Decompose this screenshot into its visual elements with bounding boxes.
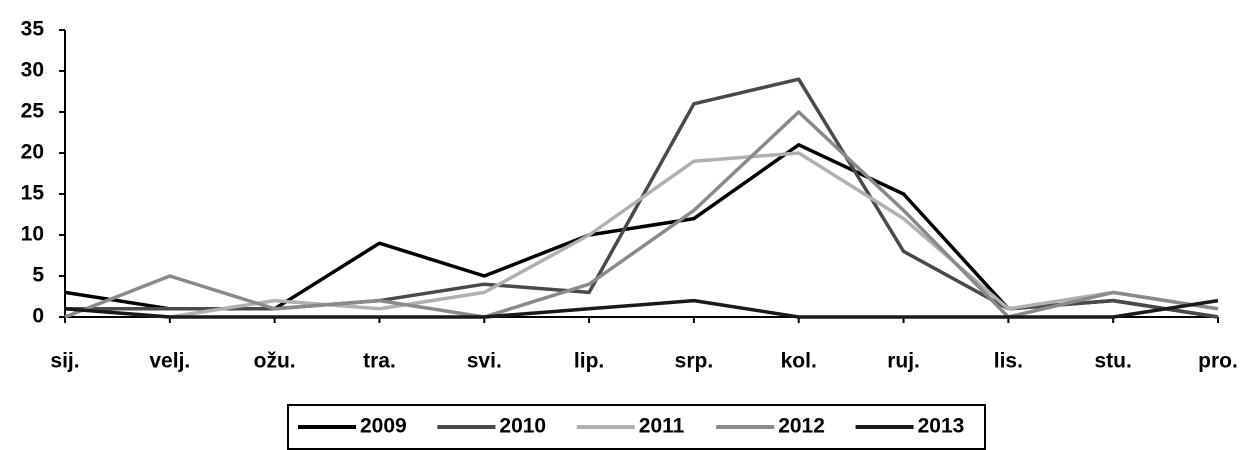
x-tick-label: lis. bbox=[994, 350, 1023, 373]
y-tick-label: 5 bbox=[32, 264, 44, 287]
x-tick-label: lip. bbox=[574, 350, 604, 373]
legend-label: 2010 bbox=[499, 415, 546, 438]
legend-label: 2011 bbox=[639, 415, 685, 438]
y-tick-label: 20 bbox=[21, 141, 44, 164]
y-tick-label: 25 bbox=[21, 100, 45, 123]
x-tick-label: stu. bbox=[1095, 350, 1132, 373]
legend-label: 2013 bbox=[918, 415, 965, 438]
x-tick-label: kol. bbox=[781, 350, 817, 373]
x-tick-label: tra. bbox=[363, 350, 396, 373]
x-tick-label: svi. bbox=[467, 350, 502, 373]
y-tick-label: 35 bbox=[21, 18, 45, 41]
x-tick-label: srp. bbox=[675, 350, 714, 373]
legend-label: 2009 bbox=[360, 415, 407, 438]
x-tick-label: pro. bbox=[1198, 350, 1238, 373]
x-tick-label: velj. bbox=[149, 350, 190, 373]
y-tick-label: 15 bbox=[21, 182, 45, 205]
x-tick-label: ožu. bbox=[254, 350, 296, 373]
y-tick-label: 30 bbox=[21, 59, 44, 82]
y-tick-label: 0 bbox=[32, 305, 44, 328]
x-tick-label: ruj. bbox=[887, 350, 920, 373]
y-tick-label: 10 bbox=[21, 223, 44, 246]
series-line bbox=[64, 143, 1219, 319]
series-line bbox=[64, 151, 1219, 319]
series-line bbox=[64, 110, 1219, 319]
legend-label: 2012 bbox=[778, 415, 825, 438]
x-tick-label: sij. bbox=[50, 350, 79, 373]
series-line bbox=[64, 298, 1219, 319]
